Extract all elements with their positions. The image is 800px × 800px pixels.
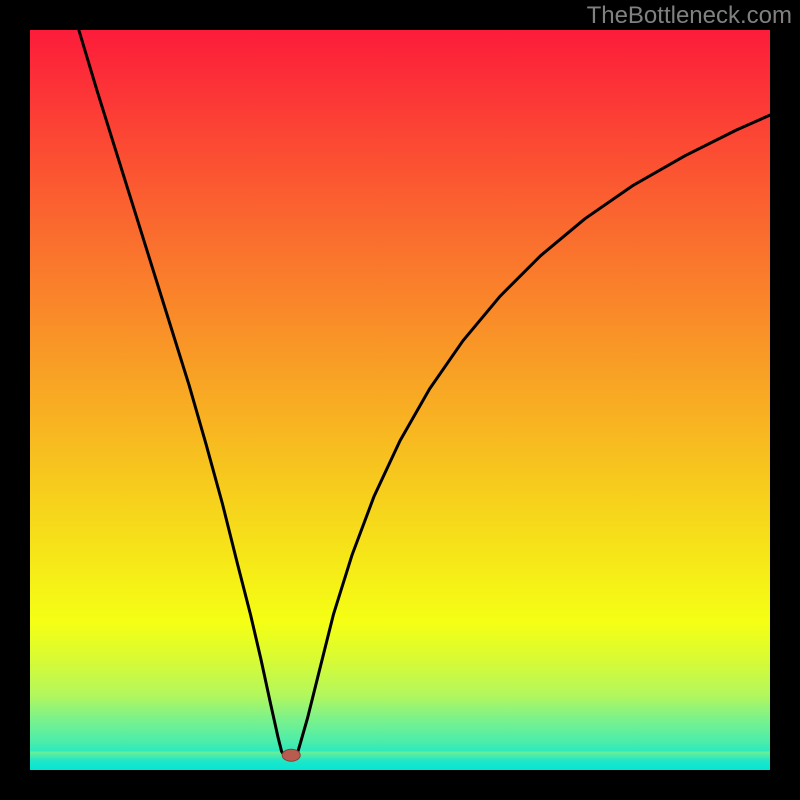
chart-container: TheBottleneck.com — [0, 0, 800, 800]
chart-svg — [0, 0, 800, 800]
watermark-text: TheBottleneck.com — [587, 2, 792, 30]
optimal-point-marker — [282, 749, 300, 761]
